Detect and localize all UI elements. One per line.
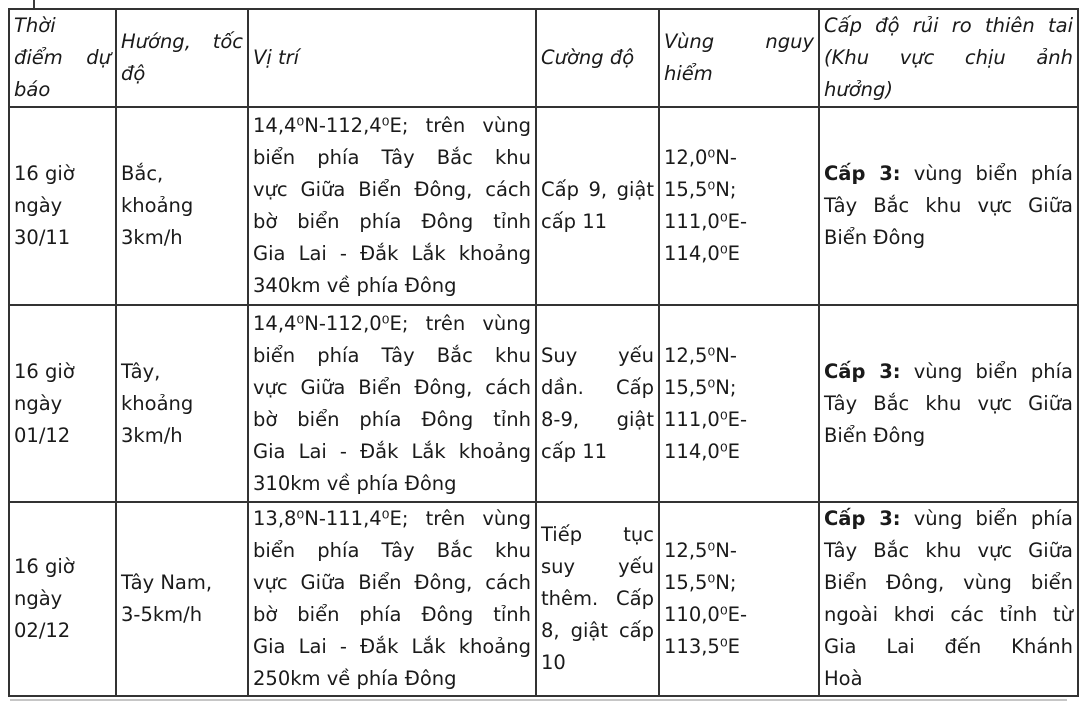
cell-time: 16 giờ ngày 01/12 (8, 304, 117, 503)
cell-intensity: Tiếp tục suy yếu thêm. Cấp 8, giật cấp 10 (535, 501, 660, 697)
header-intensity: Cường độ (535, 8, 660, 108)
forecast-row-3: 16 giờ ngày 02/12 Tây Nam, 3-5km/h 13,8⁰… (8, 501, 1079, 697)
cell-intensity: Suy yếu dần. Cấp 8-9, giật cấp 11 (535, 304, 660, 503)
header-forecast-time: Thời điểm dự báo (8, 8, 117, 108)
cell-danger-zone: 12,0⁰N- 15,5⁰N; 111,0⁰E- 114,0⁰E (658, 106, 820, 306)
cell-risk-level: Cấp 3: vùng biển phía Tây Bắc khu vực Giữ… (818, 501, 1079, 697)
cell-risk-level: Cấp 3: vùng biển phía Tây Bắc khu vực Giữ… (818, 304, 1079, 503)
cell-time: 16 giờ ngày 02/12 (8, 501, 117, 697)
table-header-row: Thời điểm dự báo Hướng, tốc độ Vị trí Cường… (8, 8, 1079, 108)
cell-position: 14,4⁰N-112,4⁰E; trên vùng biển phía Tây B… (247, 106, 537, 306)
cell-danger-zone: 12,5⁰N- 15,5⁰N; 111,0⁰E- 114,0⁰E (658, 304, 820, 503)
typhoon-forecast-table: Thời điểm dự báo Hướng, tốc độ Vị trí Cường… (8, 8, 1079, 697)
header-risk-level: Cấp độ rủi ro thiên tai (Khu vực chịu ảnh… (818, 8, 1079, 108)
cell-direction-speed: Tây Nam, 3-5km/h (115, 501, 249, 697)
header-danger-zone: Vùng nguy hiểm (658, 8, 820, 108)
cell-position: 14,4⁰N-112,0⁰E; trên vùng biển phía Tây B… (247, 304, 537, 503)
forecast-row-1: 16 giờ ngày 30/11 Bắc, khoảng 3km/h 14,4… (8, 106, 1079, 306)
header-direction-speed: Hướng, tốc độ (115, 8, 249, 108)
forecast-row-2: 16 giờ ngày 01/12 Tây, khoảng 3km/h 14,4… (8, 304, 1079, 503)
cell-direction-speed: Bắc, khoảng 3km/h (115, 106, 249, 306)
cell-time: 16 giờ ngày 30/11 (8, 106, 117, 306)
header-position: Vị trí (247, 8, 537, 108)
cell-direction-speed: Tây, khoảng 3km/h (115, 304, 249, 503)
page-artifact-top-tick (33, 0, 35, 9)
page-artifact-bottom-line (10, 699, 1067, 701)
cell-risk-level: Cấp 3: vùng biển phía Tây Bắc khu vực Giữ… (818, 106, 1079, 306)
cell-intensity: Cấp 9, giật cấp 11 (535, 106, 660, 306)
cell-position: 13,8⁰N-111,4⁰E; trên vùng biển phía Tây B… (247, 501, 537, 697)
cell-danger-zone: 12,5⁰N- 15,5⁰N; 110,0⁰E- 113,5⁰E (658, 501, 820, 697)
